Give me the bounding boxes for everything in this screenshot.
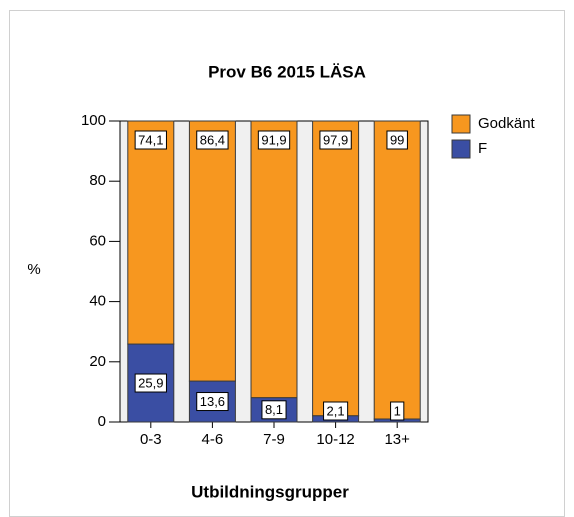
data-label: 99 (390, 132, 404, 147)
data-label: 91,9 (261, 132, 286, 147)
x-tick-label: 7-9 (263, 431, 285, 448)
bar-segment (312, 120, 360, 417)
data-label-box (196, 392, 229, 412)
data-label-box (196, 130, 229, 150)
data-label: 25,9 (138, 375, 163, 390)
data-label: 8,1 (265, 402, 283, 417)
legend-label: Godkänt (478, 115, 536, 132)
data-label: 74,1 (138, 132, 163, 147)
legend-swatch (451, 139, 471, 159)
data-label-box (386, 130, 408, 150)
data-label-box (134, 130, 167, 150)
x-tick-label: 10-12 (316, 431, 354, 448)
x-tick-label: 13+ (384, 431, 410, 448)
data-label: 86,4 (200, 132, 225, 147)
data-label: 2,1 (327, 403, 345, 418)
data-label: 13,6 (200, 394, 225, 409)
y-tick-label: 40 (89, 293, 106, 310)
data-label: 1 (394, 403, 401, 418)
x-axis-title: Utbildningsgrupper (191, 482, 349, 501)
legend-swatch (451, 114, 471, 134)
bar-segment (373, 120, 421, 420)
x-tick-label: 4-6 (202, 431, 224, 448)
bar-segment (127, 120, 175, 345)
data-label-box (261, 400, 287, 420)
data-label-box (319, 130, 352, 150)
chart-title: Prov B6 2015 LÄSA (208, 62, 366, 81)
data-label: 97,9 (323, 132, 348, 147)
data-label-box (390, 401, 405, 421)
y-tick-label: 80 (89, 172, 106, 189)
data-label-box (134, 373, 167, 393)
y-tick-label: 20 (89, 353, 106, 370)
y-tick-label: 60 (89, 232, 106, 249)
data-label-box (257, 130, 291, 150)
bar-segment (188, 120, 236, 382)
y-tick-label: 100 (81, 112, 106, 129)
y-axis-title: % (27, 261, 40, 278)
bar-segment (250, 120, 298, 399)
legend-label: F (478, 140, 487, 157)
y-tick-label: 0 (98, 413, 106, 430)
data-label-box (323, 401, 349, 421)
x-tick-label: 0-3 (140, 431, 162, 448)
